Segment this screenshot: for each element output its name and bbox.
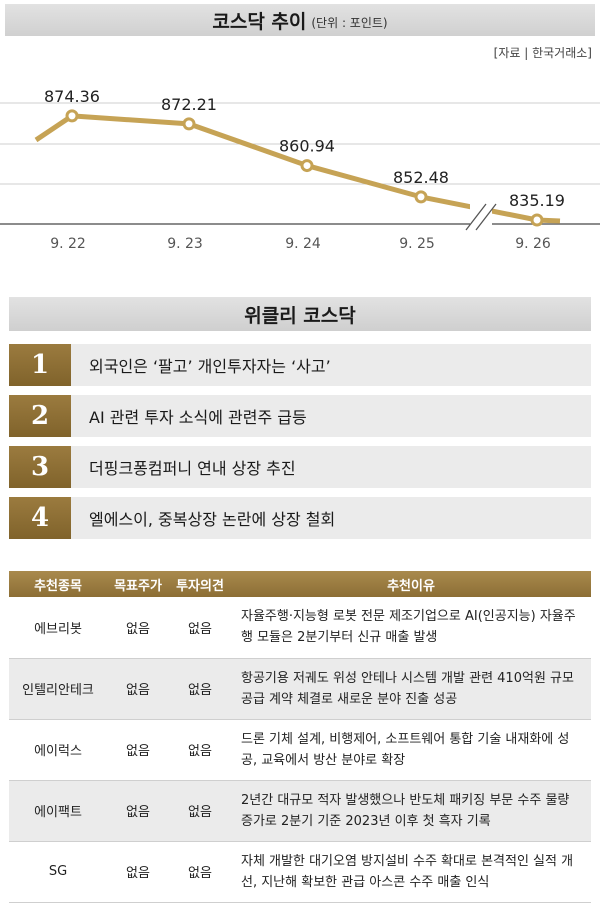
x-tick-label: 9. 25 (399, 236, 435, 252)
table-row: 에이럭스 없음 없음 드론 기체 설계, 비행제어, 소프트웨어 통합 기술 내… (9, 719, 591, 781)
column-header: 추천이유 (231, 571, 591, 597)
table-row: 인텔리안테크 없음 없음 항공기용 저궤도 위성 안테나 시스템 개발 관련 4… (9, 658, 591, 720)
table-row: 에브리봇 없음 없음 자율주행·지능형 로봇 전문 제조기업으로 AI(인공지능… (9, 597, 591, 659)
data-label: 835.19 (509, 191, 565, 210)
axis-break-mark (465, 203, 487, 231)
table-row: SG 없음 없음 자체 개발한 대기오염 방지설비 수주 확대로 본격적인 실적… (9, 841, 591, 903)
data-label: 852.48 (393, 168, 449, 187)
stock-name: 에이럭스 (9, 719, 107, 781)
weekly-item: 4 엘에스이, 중복상장 논란에 상장 철회 (9, 497, 591, 539)
target-price: 없음 (107, 780, 169, 842)
target-price: 없음 (107, 597, 169, 659)
investment-opinion: 없음 (169, 719, 231, 781)
column-header: 목표주가 (107, 571, 169, 597)
stock-name: 인텔리안테크 (9, 658, 107, 720)
weekly-list: 1 외국인은 ‘팔고’ 개인투자자는 ‘사고’ 2 AI 관련 투자 소식에 관… (9, 344, 591, 548)
stock-name: 에이팩트 (9, 780, 107, 842)
weekly-item-number: 3 (9, 446, 71, 488)
table-row: 에이팩트 없음 없음 2년간 대규모 적자 발생했으나 반도체 패키징 부문 수… (9, 780, 591, 842)
weekly-item-text: AI 관련 투자 소식에 관련주 급등 (89, 408, 307, 427)
axis-break-gap (470, 203, 492, 229)
target-price: 없음 (107, 658, 169, 720)
weekly-item: 1 외국인은 ‘팔고’ 개인투자자는 ‘사고’ (9, 344, 591, 386)
weekly-item: 2 AI 관련 투자 소식에 관련주 급등 (9, 395, 591, 437)
recommend-reason: 드론 기체 설계, 비행제어, 소프트웨어 통합 기술 내재화에 성공, 교육에… (231, 719, 591, 781)
x-tick-label: 9. 22 (50, 236, 86, 252)
table-header-row: 추천종목 목표주가 투자의견 추천이유 (9, 571, 591, 597)
weekly-item-text: 더핑크퐁컴퍼니 연내 상장 추진 (89, 459, 296, 478)
weekly-kosdaq-title: 위클리 코스닥 (9, 297, 591, 331)
recommend-reason: 항공기용 저궤도 위성 안테나 시스템 개발 관련 410억원 규모 공급 계약… (231, 658, 591, 720)
x-tick-label: 9. 23 (167, 236, 203, 252)
data-label: 860.94 (279, 137, 335, 156)
investment-opinion: 없음 (169, 597, 231, 659)
target-price: 없음 (107, 841, 169, 903)
data-point (530, 213, 544, 227)
source-label: [자료 | 한국거래소] (493, 46, 592, 60)
axis-break-mark (475, 203, 497, 231)
target-price: 없음 (107, 719, 169, 781)
data-point (65, 109, 79, 123)
weekly-item-number: 4 (9, 497, 71, 539)
investment-opinion: 없음 (169, 658, 231, 720)
data-label: 872.21 (161, 95, 217, 114)
recommend-reason: 자율주행·지능형 로봇 전문 제조기업으로 AI(인공지능) 자율주행 모듈은 … (231, 597, 591, 659)
weekly-item: 3 더핑크퐁컴퍼니 연내 상장 추진 (9, 446, 591, 488)
weekly-item-text: 엘에스이, 중복상장 논란에 상장 철회 (89, 510, 336, 529)
investment-opinion: 없음 (169, 780, 231, 842)
stock-name: 에브리봇 (9, 597, 107, 659)
chart-unit: (단위 : 포인트) (311, 15, 388, 30)
investment-opinion: 없음 (169, 841, 231, 903)
weekly-item-text: 외국인은 ‘팔고’ 개인투자자는 ‘사고’ (89, 357, 331, 376)
data-point (182, 117, 196, 131)
chart-header: 코스닥 추이 (단위 : 포인트) (5, 4, 595, 36)
x-tick-label: 9. 26 (515, 236, 551, 252)
recommend-reason: 자체 개발한 대기오염 방지설비 수주 확대로 본격적인 실적 개선, 지난해 … (231, 841, 591, 903)
weekly-item-number: 1 (9, 344, 71, 386)
chart-title: 코스닥 추이 (212, 10, 307, 33)
data-point (414, 190, 428, 204)
recommendation-table: 추천종목 목표주가 투자의견 추천이유 에브리봇 없음 없음 자율주행·지능형 … (9, 571, 591, 903)
column-header: 투자의견 (169, 571, 231, 597)
data-label: 874.36 (44, 87, 100, 106)
stock-name: SG (9, 841, 107, 903)
kosdaq-line-chart: 874.36 9. 22 872.21 9. 23 860.94 9. 24 852.48 9… (0, 87, 600, 252)
recommend-reason: 2년간 대규모 적자 발생했으나 반도체 패키징 부문 수주 물량 증가로 2분… (231, 780, 591, 842)
column-header: 추천종목 (9, 571, 107, 597)
data-point (300, 159, 314, 173)
x-tick-label: 9. 24 (285, 236, 321, 252)
weekly-item-number: 2 (9, 395, 71, 437)
